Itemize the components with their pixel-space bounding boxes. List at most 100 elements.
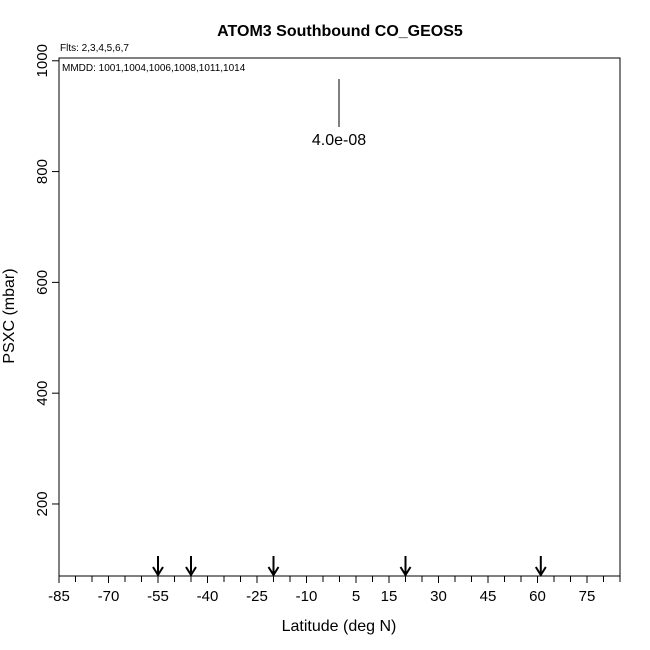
sample-point: [328, 409, 333, 414]
sample-point: [215, 135, 220, 141]
scale-bar-label: 4.0e-08: [312, 132, 366, 149]
sample-point: [195, 326, 200, 331]
sample-point: [139, 325, 144, 330]
sample-point: [416, 389, 421, 394]
sample-point: [230, 244, 235, 249]
sample-point: [394, 233, 399, 238]
sample-point: [102, 479, 107, 484]
sample-point: [477, 206, 482, 211]
sample-point: [185, 350, 190, 355]
sample-point: [308, 353, 313, 358]
sample-point: [243, 177, 249, 182]
sample-point: [484, 433, 489, 438]
sample-point: [104, 395, 110, 400]
sample-point: [145, 142, 150, 147]
sample-point: [146, 317, 151, 322]
sample-point: [103, 141, 108, 146]
sample-point: [315, 71, 320, 76]
x-tick-label: 15: [381, 588, 398, 605]
sample-point: [161, 313, 166, 319]
sample-point: [142, 213, 147, 218]
sample-point: [210, 239, 215, 244]
sample-point: [166, 443, 171, 448]
sample-point: [297, 233, 302, 238]
flight-arrows: [152, 556, 547, 577]
sample-point: [387, 108, 392, 113]
sample-point: [234, 206, 239, 211]
sample-point: [132, 241, 137, 247]
sample-point: [556, 294, 561, 299]
sample-point: [452, 293, 457, 298]
sample-point: [135, 211, 140, 216]
sample-point: [199, 451, 204, 456]
sample-point: [209, 477, 214, 482]
arrow-head: [267, 566, 280, 577]
sample-point: [370, 129, 375, 134]
sample-point: [143, 133, 148, 138]
sample-point: [399, 353, 404, 358]
sample-point: [394, 222, 399, 227]
sample-point: [100, 404, 105, 409]
sample-point: [221, 91, 226, 96]
sample-point: [547, 319, 552, 324]
sample-point: [119, 388, 124, 394]
sample-point: [175, 344, 180, 349]
sample-point: [75, 447, 80, 452]
sample-point: [195, 309, 200, 314]
sample-point: [503, 420, 508, 425]
sample-point: [534, 212, 539, 217]
sample-point: [464, 311, 469, 317]
sample-point: [424, 502, 429, 507]
sample-point: [291, 460, 296, 466]
x-tick-label: 45: [480, 588, 497, 605]
sample-point: [217, 145, 223, 150]
sample-point: [498, 199, 503, 204]
sample-point: [75, 272, 80, 277]
sample-point: [130, 415, 135, 420]
sample-point: [133, 425, 138, 430]
sample-point: [459, 496, 464, 501]
sample-point: [168, 258, 173, 263]
sample-point: [212, 82, 217, 87]
sample-point: [219, 302, 225, 308]
sample-point: [259, 480, 265, 485]
sample-point: [412, 365, 417, 370]
sample-point: [497, 409, 502, 414]
sample-point: [500, 503, 505, 508]
y-tick-label: 1000: [34, 44, 51, 77]
sample-point: [181, 112, 186, 117]
sample-point: [204, 488, 209, 493]
sample-point: [198, 252, 203, 257]
sample-point: [160, 118, 165, 123]
sample-point: [507, 99, 512, 104]
sample-point: [128, 197, 133, 202]
sample-point: [114, 267, 119, 272]
sample-point: [495, 388, 500, 393]
x-tick-label: -85: [48, 588, 70, 605]
sample-point: [271, 462, 276, 467]
sample-point: [352, 258, 357, 263]
sample-point: [265, 128, 270, 133]
sample-point: [234, 209, 239, 214]
sample-point: [135, 238, 140, 243]
sample-point: [131, 99, 136, 104]
sample-point: [461, 502, 466, 507]
sample-point: [445, 252, 450, 257]
sample-point: [262, 319, 267, 324]
sample-point: [447, 199, 452, 204]
sample-point: [260, 103, 265, 108]
sample-point: [438, 450, 443, 455]
sample-point: [311, 410, 316, 416]
sample-point: [433, 157, 438, 162]
sample-point: [449, 482, 454, 487]
sample-point: [423, 198, 428, 203]
sample-point: [220, 189, 225, 194]
sample-point: [449, 324, 455, 329]
sample-point: [131, 266, 137, 271]
sample-point: [237, 423, 242, 428]
sample-point: [228, 128, 233, 133]
sample-point: [167, 490, 172, 495]
sample-point: [399, 242, 404, 248]
sample-point: [364, 242, 369, 247]
sample-point: [366, 165, 371, 170]
